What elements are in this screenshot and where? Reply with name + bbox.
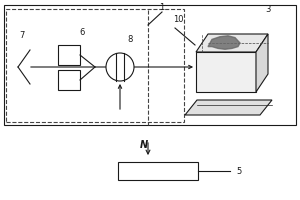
Bar bbox=[58, 70, 80, 90]
Bar bbox=[58, 45, 80, 65]
Text: 3: 3 bbox=[265, 5, 271, 14]
Circle shape bbox=[106, 53, 134, 81]
Text: 5: 5 bbox=[236, 166, 241, 176]
Text: 6: 6 bbox=[79, 28, 85, 37]
Text: 1: 1 bbox=[159, 3, 165, 12]
Bar bbox=[4, 5, 296, 125]
Bar bbox=[118, 162, 198, 180]
Bar bbox=[6, 9, 184, 122]
Polygon shape bbox=[196, 34, 268, 52]
Bar bbox=[196, 52, 256, 92]
Text: 7: 7 bbox=[19, 31, 25, 40]
Polygon shape bbox=[256, 34, 268, 92]
Text: 8: 8 bbox=[127, 35, 133, 44]
Polygon shape bbox=[185, 100, 272, 115]
Text: N: N bbox=[140, 140, 148, 150]
Polygon shape bbox=[208, 36, 240, 49]
Text: 10: 10 bbox=[173, 15, 183, 24]
